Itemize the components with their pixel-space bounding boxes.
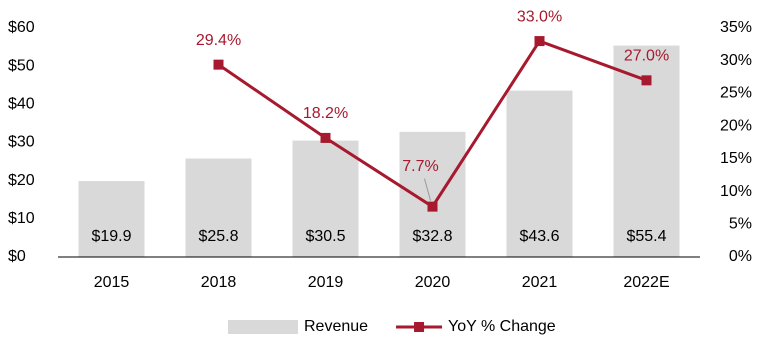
y-tick-label: $0 xyxy=(8,248,26,265)
bar-value-label: $30.5 xyxy=(305,228,345,245)
x-tick-label: 2015 xyxy=(94,274,130,291)
line-marker xyxy=(641,75,652,86)
y-tick-label: $30 xyxy=(8,134,35,151)
y2-tick-label: 25% xyxy=(720,85,752,102)
x-tick-label: 2018 xyxy=(201,274,237,291)
y-tick-label: $50 xyxy=(8,57,35,74)
legend-label: YoY % Change xyxy=(448,318,556,335)
y-tick-label: $20 xyxy=(8,172,35,189)
x-tick-label: 2022E xyxy=(623,274,669,291)
bar-value-label: $43.6 xyxy=(519,228,559,245)
y-tick-label: $40 xyxy=(8,96,35,113)
y2-tick-label: 30% xyxy=(720,52,752,69)
x-tick-label: 2021 xyxy=(522,274,558,291)
bar-value-label: $25.8 xyxy=(198,228,238,245)
y2-tick-label: 35% xyxy=(720,19,752,36)
y2-tick-label: 15% xyxy=(720,150,752,167)
y-tick-label: $60 xyxy=(8,19,35,36)
y2-tick-label: 20% xyxy=(720,117,752,134)
bar xyxy=(399,131,466,257)
legend-swatch xyxy=(414,322,425,332)
y2-tick-label: 10% xyxy=(720,183,752,200)
x-tick-label: 2020 xyxy=(415,274,451,291)
line-value-label: 33.0% xyxy=(517,8,562,25)
bar xyxy=(506,90,573,258)
line-marker xyxy=(427,201,438,212)
bar-value-label: $32.8 xyxy=(412,228,452,245)
bar-value-label: $55.4 xyxy=(626,228,666,245)
x-tick-label: 2019 xyxy=(308,274,344,291)
line-marker xyxy=(320,132,331,143)
line-marker xyxy=(213,59,224,70)
y2-tick-label: 5% xyxy=(729,216,752,233)
legend-label: Revenue xyxy=(304,318,368,335)
bar xyxy=(185,158,252,257)
line-value-label: 18.2% xyxy=(303,105,348,122)
line-value-label: 27.0% xyxy=(624,48,669,65)
bar xyxy=(292,140,359,257)
legend-swatch xyxy=(228,320,298,334)
leader-line xyxy=(424,178,431,201)
line-value-label: 29.4% xyxy=(196,32,241,49)
y2-tick-label: 0% xyxy=(729,248,752,265)
line-marker xyxy=(534,36,545,47)
bar-value-label: $19.9 xyxy=(91,228,131,245)
bar xyxy=(78,181,145,257)
y-tick-label: $10 xyxy=(8,210,35,227)
line-value-label: 7.7% xyxy=(402,158,438,175)
